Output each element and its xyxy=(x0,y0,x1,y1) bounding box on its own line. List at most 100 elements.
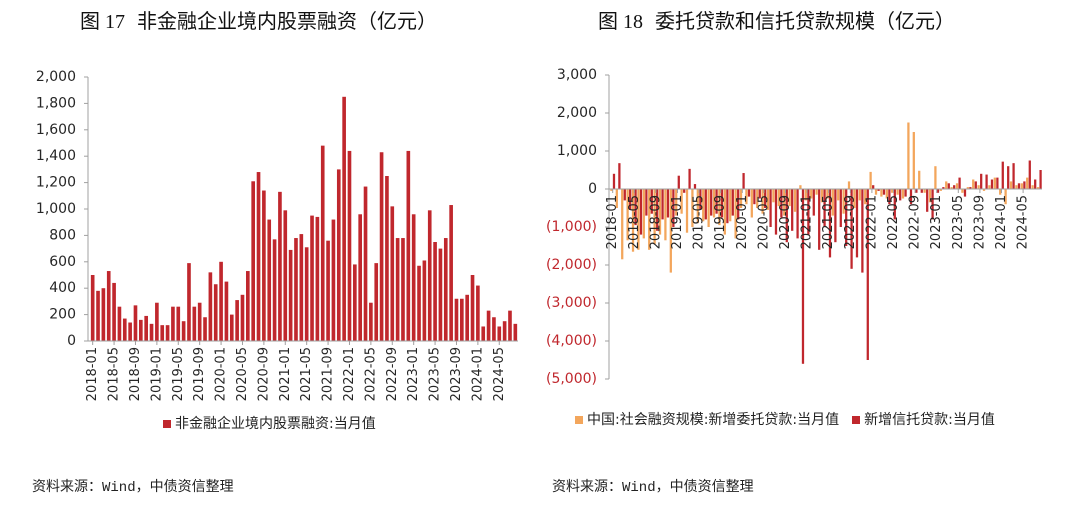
figure-17-title: 图 17 非金融企业境内股票融资（亿元） xyxy=(80,10,437,34)
bar-equity-financing-2020-06 xyxy=(246,271,250,341)
y-tick-label: 2,000 xyxy=(36,69,76,85)
bar-entrusted-loans-2020-11 xyxy=(793,189,797,212)
y-tick-label: (4,000) xyxy=(546,333,597,349)
bar-trust-loans-2024-04 xyxy=(1017,183,1021,189)
bar-equity-financing-2021-06 xyxy=(310,215,314,341)
bar-trust-loans-2023-07 xyxy=(969,187,972,189)
x-tick-label: 2024-05 xyxy=(492,347,507,401)
y-tick-label: (5,000) xyxy=(546,371,597,387)
bar-entrusted-loans-2019-12 xyxy=(734,189,737,239)
bar-equity-financing-2020-03 xyxy=(229,314,234,341)
bar-equity-financing-2020-05 xyxy=(240,294,245,341)
bar-equity-financing-2023-03 xyxy=(422,260,427,341)
bar-equity-financing-2024-03 xyxy=(486,310,491,341)
bar-trust-loans-2019-06 xyxy=(704,189,707,220)
bar-trust-loans-2019-08 xyxy=(715,189,718,214)
bar-trust-loans-2019-07 xyxy=(710,189,713,216)
x-tick-label: 2022-01 xyxy=(864,195,879,249)
bar-trust-loans-2023-06 xyxy=(963,189,967,197)
bar-entrusted-loans-2019-02 xyxy=(680,189,683,214)
bar-entrusted-loans-2020-02 xyxy=(745,189,748,205)
bar-entrusted-loans-2021-03 xyxy=(815,189,818,195)
x-tick-label: 2022-01 xyxy=(342,347,357,401)
bar-entrusted-loans-2020-03 xyxy=(750,189,753,218)
bar-equity-financing-2019-12 xyxy=(213,284,218,341)
x-tick-label: 2022-05 xyxy=(363,347,378,401)
bar-equity-financing-2018-08 xyxy=(128,322,132,341)
bar-trust-loans-2020-12 xyxy=(801,189,805,364)
x-tick-label: 2022-09 xyxy=(908,195,923,249)
x-tick-label: 2022-05 xyxy=(886,195,901,249)
bar-trust-loans-2020-02 xyxy=(747,189,751,197)
bar-entrusted-loans-2023-02 xyxy=(939,189,942,191)
bar-entrusted-loans-2021-07 xyxy=(837,189,840,201)
figure-number: 图 17 xyxy=(80,11,125,33)
bar-equity-financing-2022-08 xyxy=(385,176,389,341)
bar-equity-financing-2018-03 xyxy=(101,288,106,341)
bar-equity-financing-2019-11 xyxy=(208,272,213,341)
bar-entrusted-loans-2021-02 xyxy=(810,189,813,199)
bar-entrusted-loans-2020-01 xyxy=(739,189,743,208)
bar-entrusted-loans-2018-11 xyxy=(664,189,667,241)
bar-entrusted-loans-2018-03 xyxy=(621,189,624,260)
x-tick-label: 2023-09 xyxy=(449,347,464,401)
bar-entrusted-loans-2024-02 xyxy=(1004,189,1007,205)
bar-trust-loans-2018-10 xyxy=(661,189,664,220)
bar-equity-financing-2020-07 xyxy=(251,181,255,341)
bar-trust-loans-2023-08 xyxy=(974,181,977,189)
bar-trust-loans-2024-06 xyxy=(1028,160,1031,189)
x-tick-label: 2018-01 xyxy=(85,347,100,401)
bar-entrusted-loans-2019-11 xyxy=(729,189,732,222)
bar-trust-loans-2023-09 xyxy=(980,173,983,189)
figure-17-source-note: 资料来源：Wind，中债资信整理 xyxy=(32,480,234,496)
x-tick-label: 2018-05 xyxy=(107,347,122,401)
bar-trust-loans-2020-03 xyxy=(753,189,756,205)
y-tick-label: (2,000) xyxy=(546,257,597,273)
bar-trust-loans-2018-04 xyxy=(629,189,632,210)
bar-equity-financing-2022-11 xyxy=(401,238,405,341)
bar-entrusted-loans-2023-12 xyxy=(993,177,996,189)
bar-trust-loans-2024-07 xyxy=(1034,179,1037,189)
bar-equity-financing-2019-07 xyxy=(187,263,191,341)
x-tick-label: 2019-05 xyxy=(692,195,707,249)
bar-entrusted-loans-2019-10 xyxy=(723,189,726,235)
y-tick-label: 1,800 xyxy=(36,95,76,111)
bar-equity-financing-2024-06 xyxy=(502,321,507,341)
bar-trust-loans-2021-07 xyxy=(839,189,842,227)
bar-equity-financing-2024-05 xyxy=(497,326,502,341)
x-tick-label: 2020-05 xyxy=(756,195,771,249)
bar-entrusted-loans-2024-04 xyxy=(1015,185,1018,189)
x-tick-label: 2023-01 xyxy=(406,347,421,401)
bar-entrusted-loans-2020-10 xyxy=(788,189,791,207)
bar-trust-loans-2018-12 xyxy=(672,189,675,227)
bar-trust-loans-2022-07 xyxy=(904,189,907,197)
bar-equity-financing-2021-12 xyxy=(342,96,346,341)
x-tick-label: 2024-05 xyxy=(1016,195,1031,249)
bar-trust-loans-2023-04 xyxy=(953,185,956,189)
bar-entrusted-loans-2022-06 xyxy=(896,189,899,195)
y-tick-label: 1,200 xyxy=(36,175,76,191)
bar-trust-loans-2023-01 xyxy=(936,189,940,193)
bar-trust-loans-2019-05 xyxy=(699,189,702,210)
bar-equity-financing-2022-07 xyxy=(379,152,384,341)
legend-item-trust-loans: 新增信托贷款:当月值 xyxy=(852,411,995,429)
bar-entrusted-loans-2021-08 xyxy=(842,189,845,214)
bar-equity-financing-2023-07 xyxy=(443,238,448,341)
bar-equity-financing-2020-04 xyxy=(235,300,239,341)
x-tick-label: 2020-01 xyxy=(735,195,750,249)
x-tick-label: 2020-09 xyxy=(778,195,793,249)
bar-trust-loans-2022-02 xyxy=(877,189,880,191)
legend-label: 中国:社会融资规模:新增委托贷款:当月值 xyxy=(587,412,840,428)
bar-equity-financing-2024-01 xyxy=(476,285,480,341)
bar-entrusted-loans-2018-12 xyxy=(669,189,672,273)
bar-entrusted-loans-2023-01 xyxy=(934,166,937,189)
bar-entrusted-loans-2019-08 xyxy=(712,189,716,218)
y-tick-label: 0 xyxy=(588,181,597,197)
legend-swatch xyxy=(852,416,861,424)
bar-equity-financing-2022-10 xyxy=(395,238,400,341)
bar-equity-financing-2019-02 xyxy=(160,325,165,341)
bar-trust-loans-2021-11 xyxy=(861,189,864,273)
bar-equity-financing-2024-02 xyxy=(481,326,486,341)
bar-equity-financing-2023-09 xyxy=(454,298,459,341)
